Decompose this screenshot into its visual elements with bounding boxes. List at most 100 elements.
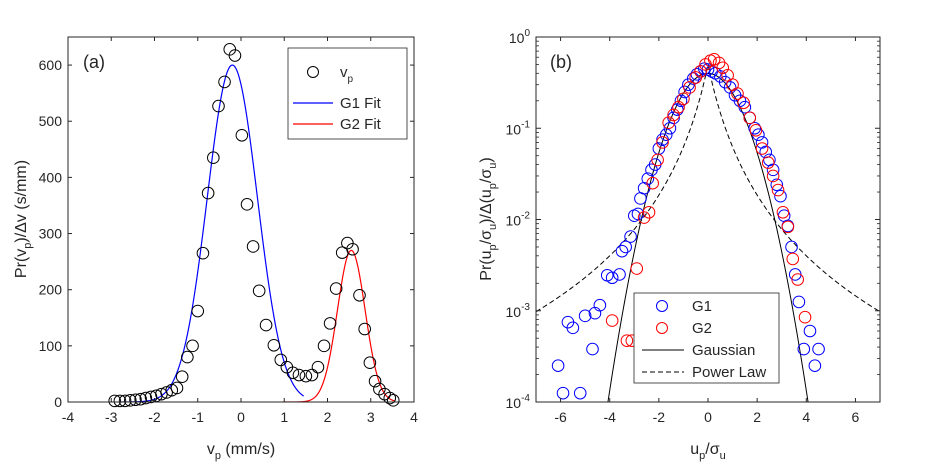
vp-data-point bbox=[292, 368, 306, 382]
panel-a-x-tick-label: 2 bbox=[324, 409, 332, 425]
vp-data-point bbox=[129, 393, 142, 407]
vp-data-point bbox=[353, 289, 366, 302]
vp-data-point bbox=[311, 360, 325, 374]
g2-data-point bbox=[749, 123, 763, 137]
vp-data-point bbox=[329, 282, 343, 295]
panel-b-x-tick-label: 6 bbox=[852, 409, 860, 425]
panel-a-x-tick-label: -4 bbox=[62, 409, 75, 425]
g2-data-point bbox=[776, 205, 790, 219]
g2-data-point bbox=[798, 310, 812, 324]
g1-data-point bbox=[686, 72, 700, 85]
vp-data-point bbox=[228, 49, 242, 62]
g1-data-point bbox=[641, 172, 655, 185]
vp-data-point bbox=[218, 75, 231, 89]
g2-data-point bbox=[743, 111, 757, 125]
g1-data-point bbox=[748, 121, 761, 135]
vp-data-point bbox=[317, 339, 331, 353]
g2-data-point bbox=[766, 169, 780, 183]
vp-data-point bbox=[113, 394, 127, 408]
panel-a: -4 -3 -2 -1 0 1 2 3 4 0 100 200 300 400 500 600 (a) vp… bbox=[13, 36, 418, 462]
vp-data-point bbox=[259, 318, 273, 332]
power-law-curve bbox=[536, 64, 880, 313]
vp-data-point bbox=[139, 391, 153, 405]
panel-b-x-tick-label: 2 bbox=[753, 409, 761, 425]
vp-data-point bbox=[175, 370, 189, 384]
vp-data-point bbox=[368, 374, 382, 388]
legend-marker-g1 bbox=[656, 300, 668, 312]
vp-data-point bbox=[286, 366, 300, 380]
legend-label-gaussian: Gaussian bbox=[692, 342, 755, 359]
panel-b-x-axis-label: up/σu bbox=[690, 441, 725, 462]
panel-b: -6 -4 -2 0 2 4 6 10-4 10-3 10-2 10-1 100 (b) up/σu… bbox=[478, 28, 881, 462]
g1-data-point bbox=[674, 94, 688, 108]
panel-b-legend-box bbox=[633, 292, 780, 384]
g2-data-point bbox=[677, 92, 690, 106]
g2-data-point bbox=[630, 262, 644, 275]
legend-label-g1: G1 bbox=[692, 298, 712, 315]
g1-data-point bbox=[578, 309, 592, 323]
g1-data-point bbox=[770, 178, 784, 192]
panel-a-data-points bbox=[108, 43, 400, 408]
panel-a-x-axis-label: vp (mm/s) bbox=[207, 441, 275, 462]
g2-data-point bbox=[771, 183, 785, 197]
g1-data-point bbox=[797, 342, 811, 356]
g1-data-point bbox=[593, 298, 607, 312]
panel-b-data-points bbox=[551, 52, 825, 400]
vp-data-point bbox=[267, 338, 281, 352]
panel-a-x-tick-label: -1 bbox=[192, 409, 205, 425]
g1-data-point bbox=[667, 111, 680, 125]
vp-data-point bbox=[108, 394, 122, 408]
vp-data-point bbox=[118, 394, 132, 408]
g1-data-point bbox=[774, 189, 787, 203]
g1-data-point bbox=[586, 342, 599, 356]
panel-a-y-tick-label: 400 bbox=[39, 169, 63, 185]
g1-data-point bbox=[678, 85, 691, 99]
vp-data-point bbox=[299, 369, 313, 383]
panel-b-y-tick-label: 10-3 bbox=[506, 302, 531, 320]
panel-b-x-tick-label: -2 bbox=[653, 409, 666, 425]
legend-label-g2-fit: G2 Fit bbox=[340, 116, 382, 133]
g2-data-point bbox=[620, 334, 634, 347]
panel-b-x-tick-label: 0 bbox=[704, 409, 712, 425]
panel-b-y-tick-label: 10-1 bbox=[506, 119, 531, 137]
panel-a-x-tick-label: -3 bbox=[105, 409, 118, 425]
panel-b-y-ticks: 10-4 10-3 10-2 10-1 100 bbox=[506, 28, 880, 411]
g1-data-point bbox=[619, 240, 632, 254]
g1-data-point bbox=[803, 324, 817, 338]
g2-data-point bbox=[761, 156, 775, 169]
panel-b-x-tick-label: 4 bbox=[802, 409, 810, 425]
vp-data-point bbox=[212, 99, 225, 113]
panel-b-y-tick-label: 100 bbox=[509, 28, 531, 46]
g1-data-point bbox=[723, 81, 737, 94]
g2-data-point bbox=[755, 142, 769, 155]
g1-data-point bbox=[605, 271, 619, 285]
vp-data-point bbox=[323, 317, 337, 330]
g1-data-point bbox=[566, 321, 580, 335]
legend-label-g2: G2 bbox=[692, 320, 712, 337]
g2-data-point bbox=[731, 87, 744, 100]
vp-data-point bbox=[181, 350, 194, 364]
g1-data-point bbox=[812, 342, 825, 356]
g2-data-point bbox=[651, 153, 664, 167]
panel-a-x-tick-label: 3 bbox=[367, 409, 375, 425]
panel-a-label: (a) bbox=[83, 52, 105, 72]
panel-a-y-tick-label: 0 bbox=[54, 394, 62, 410]
g2-data-point bbox=[683, 81, 696, 94]
g1-data-point bbox=[659, 128, 673, 141]
g1-data-point bbox=[755, 136, 769, 149]
panel-b-label: (b) bbox=[550, 52, 572, 72]
panel-a-x-tick-label: 4 bbox=[410, 409, 418, 425]
vp-data-point bbox=[196, 246, 210, 260]
vp-data-point bbox=[170, 381, 184, 395]
panel-b-y-tick-label: 10-4 bbox=[506, 393, 531, 411]
g2-data-point bbox=[642, 205, 656, 219]
vp-data-point bbox=[207, 151, 220, 165]
g1-data-point bbox=[733, 94, 747, 108]
g2-data-point bbox=[646, 176, 660, 190]
vp-data-point bbox=[386, 394, 400, 407]
vp-data-point bbox=[134, 392, 147, 406]
g1-data-point bbox=[551, 359, 565, 372]
panel-a-x-tick-label: 0 bbox=[237, 409, 245, 425]
g2-data-point bbox=[712, 56, 726, 70]
